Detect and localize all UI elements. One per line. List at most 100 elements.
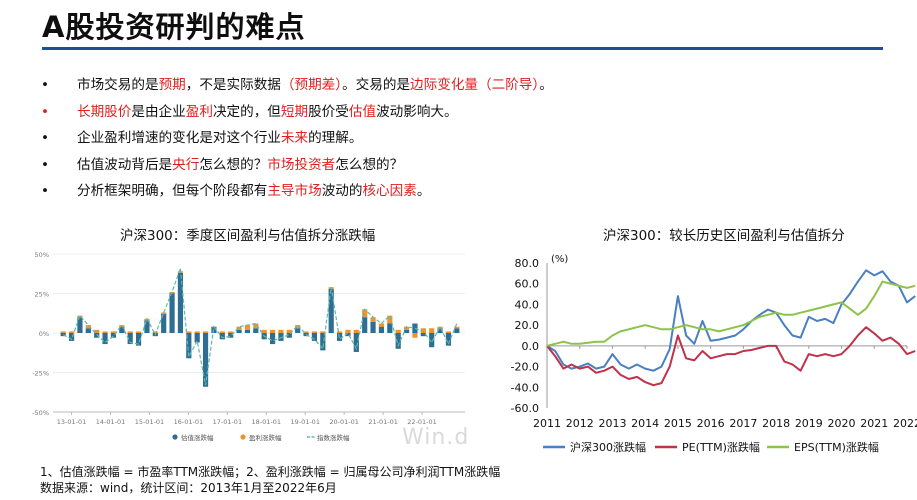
- earnings-bar: [320, 331, 326, 333]
- y-tick-label: -40.0: [511, 381, 539, 394]
- bullet-text: 怎么想的？: [335, 156, 404, 173]
- earnings-bar: [370, 317, 376, 322]
- highlighted-text: 央行: [172, 156, 200, 173]
- x-tick-label: 2020: [828, 417, 856, 430]
- y-tick-label: 80.0: [515, 257, 540, 270]
- bullet-text: 波动影响大。: [376, 103, 458, 120]
- earnings-bar: [236, 326, 242, 330]
- valuation-bar: [60, 333, 66, 337]
- valuation-bar: [454, 328, 460, 333]
- bullet-item: • 市场交易的是预期，不是实际数据（预期差）。交易的是边际变化量（二阶导）。: [40, 72, 553, 99]
- x-tick-label: 13-01-01: [57, 418, 87, 426]
- earnings-bar: [454, 326, 460, 329]
- valuation-bar: [186, 333, 192, 359]
- valuation-bar: [437, 328, 443, 333]
- earnings-bar: [278, 329, 284, 333]
- y-tick-label: 60.0: [515, 278, 540, 291]
- valuation-bar: [395, 333, 401, 349]
- earnings-bar: [353, 329, 359, 333]
- earnings-bar: [102, 331, 108, 333]
- y-tick-label: 40.0: [515, 298, 540, 311]
- highlighted-text: （预期差）: [280, 77, 343, 93]
- slide-title: A股投资研判的难点: [42, 10, 306, 44]
- x-tick-label: 2013: [598, 417, 626, 430]
- bullet-text: 市场交易的是: [77, 77, 159, 93]
- y-tick-label: -25%: [32, 370, 49, 378]
- bullet-text: 股价受: [308, 103, 349, 120]
- right-chart-title: 沪深300：较长历史区间盈利与估值拆分: [603, 228, 845, 244]
- highlighted-text: 预期: [158, 77, 186, 93]
- bullet-text: 波动的: [321, 183, 363, 199]
- legend-label: PE(TTM)涨跌幅: [682, 440, 760, 454]
- bullet-list: • 市场交易的是预期，不是实际数据（预期差）。交易的是边际变化量（二阶导）。 • 长期…: [40, 72, 553, 205]
- x-tick-label: 16-01-01: [174, 418, 204, 426]
- earnings-bar: [244, 325, 251, 330]
- valuation-bar: [144, 320, 150, 333]
- valuation-bar: [278, 333, 284, 341]
- earnings-bar: [110, 331, 117, 333]
- earnings-bar: [378, 323, 385, 327]
- earnings-bar: [127, 331, 133, 333]
- pe-ttm-change-line: [546, 326, 916, 387]
- left-chart-title: 沪深300：季度区间盈利与估值拆分涨跌幅: [120, 228, 376, 244]
- earnings-bar: [85, 325, 91, 329]
- bullet-dot: •: [40, 103, 50, 120]
- long-history-split-chart: 80.0 60.0 40.0 20.0 0.0 -20.0 -40.0 -60.0 (%) 201…: [511, 254, 917, 454]
- earnings-bar: [412, 333, 418, 338]
- earnings-bar: [420, 328, 426, 333]
- bullet-dot: •: [40, 156, 50, 173]
- bullet-dot: •: [40, 77, 50, 93]
- valuation-bar: [102, 333, 108, 345]
- y-tick-label: 50%: [35, 251, 49, 259]
- earnings-bar: [186, 331, 192, 333]
- valuation-bar: [295, 328, 301, 333]
- earnings-bar: [219, 331, 225, 333]
- earnings-bar: [194, 331, 200, 333]
- y-tick-label: 0%: [39, 330, 49, 338]
- earnings-bar: [60, 331, 66, 333]
- x-tick-label: 19-01-01: [290, 418, 320, 426]
- x-tick-label: 2017: [729, 417, 757, 430]
- valuation-bar: [269, 333, 276, 345]
- earnings-bar: [311, 331, 318, 333]
- valuation-bar: [177, 272, 184, 333]
- valuation-bar: [286, 333, 292, 338]
- hs300-change-line: [546, 269, 916, 372]
- x-tick-label: 14-01-01: [96, 418, 126, 426]
- highlighted-text: 市场投资者: [267, 156, 336, 173]
- bullet-item: • 长期股价是由企业盈利决定的，但短期股价受估值波动影响大。: [40, 99, 553, 126]
- bullet-dot: •: [40, 130, 50, 146]
- bullet-text: 。: [416, 183, 431, 199]
- valuation-bar: [412, 323, 418, 333]
- valuation-bar: [68, 333, 75, 341]
- legend-marker: [240, 434, 246, 440]
- valuation-bar: [135, 333, 142, 346]
- earnings-bar: [94, 329, 100, 333]
- highlighted-text: 短期: [280, 103, 309, 120]
- bullet-text: 。交易的是: [342, 77, 411, 93]
- earnings-bar: [336, 331, 343, 333]
- earnings-bar: [152, 331, 158, 333]
- y-tick-label: -20.0: [511, 361, 539, 374]
- unit-label: (%): [551, 254, 568, 265]
- bullet-text: 决定的，但: [212, 103, 281, 120]
- y-tick-label: 25%: [35, 291, 49, 299]
- earnings-bar: [303, 331, 309, 333]
- valuation-bar: [320, 333, 326, 351]
- x-tick-label: 17-01-01: [213, 418, 243, 426]
- earnings-bar: [295, 325, 301, 329]
- earnings-bar: [161, 312, 167, 315]
- legend-label: EPS(TTM)涨跌幅: [794, 440, 879, 454]
- valuation-bar: [403, 329, 410, 333]
- valuation-bar: [127, 333, 133, 345]
- x-tick-label: 2016: [697, 417, 725, 430]
- valuation-bar: [219, 333, 225, 340]
- bullet-text: 。: [539, 77, 553, 93]
- earnings-bar: [362, 309, 368, 318]
- earnings-bar: [269, 329, 276, 333]
- x-tick-label: 21-01-01: [368, 418, 398, 426]
- valuation-bar: [387, 323, 393, 333]
- valuation-bar: [110, 333, 117, 338]
- earnings-bar: [202, 331, 209, 333]
- valuation-bar: [244, 329, 251, 333]
